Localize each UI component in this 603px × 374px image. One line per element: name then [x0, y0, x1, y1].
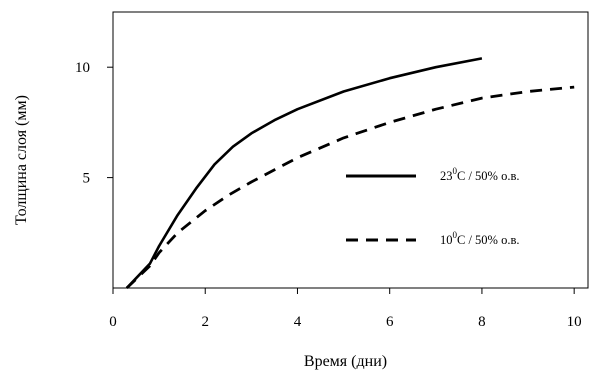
legend-label-2: 100C / 50% о.в. — [440, 230, 520, 247]
x-tick-label: 8 — [478, 314, 486, 330]
x-tick-label: 10 — [567, 314, 582, 330]
series-line-1 — [125, 57, 483, 289]
ticks: 0 2 4 6 8 10 5 10 — [75, 60, 582, 330]
series-layer — [125, 57, 575, 290]
x-tick-label: 2 — [201, 314, 209, 330]
y-axis-label: Толщина слоя (мм) — [13, 95, 30, 225]
x-axis-label: Время (дни) — [304, 353, 387, 370]
y-tick-label: 10 — [75, 60, 90, 76]
plot-frame — [112, 11, 589, 289]
axes — [112, 11, 589, 289]
series-line-2 — [125, 85, 575, 290]
y-tick-label: 5 — [83, 171, 91, 187]
x-tick-label: 4 — [294, 314, 302, 330]
legend-label-1: 230C / 50% о.в. — [440, 166, 520, 183]
legend: 230C / 50% о.в. 100C / 50% о.в. — [346, 166, 520, 247]
x-tick-label: 0 — [109, 314, 117, 330]
x-tick-label: 6 — [386, 314, 394, 330]
